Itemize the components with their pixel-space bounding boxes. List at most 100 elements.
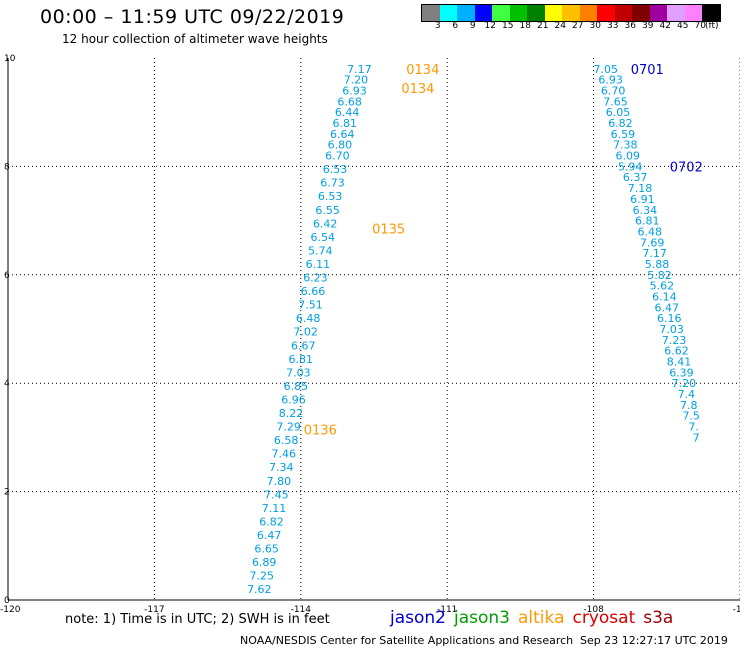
color-scale-labels: 3 6 9 12 15 18 21 24 27 30 33 36 39 42 45 70 — [421, 21, 709, 35]
legend-item-altika: altika — [518, 608, 565, 628]
scale-swatch — [684, 5, 702, 21]
wave-height-value: 6.37 — [623, 171, 648, 184]
wave-height-value: 6.42 — [313, 217, 338, 230]
wave-height-value: 6.81 — [332, 117, 357, 130]
x-tick-label: -108 — [583, 605, 604, 615]
wave-height-value: 6.11 — [306, 258, 331, 271]
wave-height-value: 7.46 — [271, 448, 296, 461]
wave-height-value: 5.88 — [645, 258, 670, 271]
pass-number-label: 0702 — [670, 160, 703, 175]
pass-number-label: 0134 — [401, 82, 434, 97]
wave-height-value: 8.22 — [279, 407, 304, 420]
wave-height-value: 7. — [688, 421, 699, 434]
legend-item-jason3: jason3 — [454, 608, 510, 628]
wave-height-value: 7.62 — [247, 583, 272, 596]
footer-timestamp: Sep 23 12:27:17 UTC 2019 — [580, 634, 728, 647]
wave-height-value: 7.8 — [680, 399, 698, 412]
wave-height-value: 6.91 — [630, 193, 655, 206]
scale-swatch — [439, 5, 457, 21]
legend-item-jason2: jason2 — [390, 608, 446, 628]
scale-label: 15 — [502, 21, 514, 31]
scale-label: 24 — [554, 21, 566, 31]
wave-height-value: 6.73 — [320, 177, 345, 190]
y-tick-label: 0 — [4, 596, 10, 606]
wave-height-value: 5.82 — [647, 269, 672, 282]
x-tick-label: -120 — [0, 605, 21, 615]
legend-item-cryosat: cryosat — [572, 608, 636, 628]
scale-label: 42 — [659, 21, 671, 31]
x-tick-label: -10 — [733, 605, 740, 615]
color-scale-unit: (ft) — [705, 21, 719, 31]
wave-height-value: 6.53 — [323, 163, 348, 176]
scale-swatch — [422, 5, 440, 21]
y-tick-label: 2 — [4, 488, 10, 498]
scale-swatch — [457, 5, 475, 21]
wave-height-value: 7.34 — [269, 461, 294, 474]
scale-swatch — [597, 5, 615, 21]
wave-height-value: 6.14 — [652, 290, 677, 303]
scale-swatch — [474, 5, 492, 21]
wave-height-value: 6.85 — [284, 380, 309, 393]
wave-height-value: 5.94 — [618, 160, 643, 173]
wave-height-value: 6.48 — [296, 312, 321, 325]
scale-swatch — [667, 5, 685, 21]
wave-height-value: 6.66 — [301, 285, 326, 298]
wave-height-value: 6.44 — [335, 106, 360, 119]
scale-swatch — [562, 5, 580, 21]
wave-height-value: 7.05 — [594, 63, 619, 76]
wave-height-value: 6.53 — [318, 190, 343, 203]
wave-height-value: 6.64 — [330, 128, 355, 141]
wave-height-value: 7 — [693, 431, 700, 444]
wave-height-value: 6.59 — [611, 128, 636, 141]
wave-height-value: 6.93 — [598, 74, 623, 87]
wave-height-value: 6.82 — [608, 117, 633, 130]
y-tick-label: 10 — [4, 54, 16, 64]
scale-label: 9 — [469, 21, 476, 31]
wave-height-value: 7.5 — [682, 410, 700, 423]
wave-height-value: 6.34 — [633, 204, 658, 217]
wave-height-value: 6.47 — [257, 529, 282, 542]
pass-number-label: 0136 — [304, 423, 337, 438]
scale-swatch — [614, 5, 632, 21]
y-tick-label: 4 — [4, 379, 10, 389]
scale-label: 3 — [434, 21, 441, 31]
pass-number-label: 0135 — [372, 223, 405, 238]
scale-label: 39 — [642, 21, 654, 31]
footer-note: note: 1) Time is in UTC; 2) SWH is in fe… — [65, 612, 330, 627]
scale-label: 33 — [607, 21, 619, 31]
scale-swatch — [649, 5, 667, 21]
wave-height-value: 7.4 — [678, 388, 696, 401]
x-tick-label: -117 — [144, 605, 164, 615]
wave-height-value: 7.51 — [298, 299, 323, 312]
y-tick-label: 8 — [4, 162, 10, 172]
wave-height-value: 6.80 — [328, 139, 353, 152]
y-tick-label: 6 — [4, 271, 10, 281]
scale-swatch — [702, 5, 720, 21]
wave-height-value: 5.74 — [308, 244, 333, 257]
wave-height-value: 7.25 — [250, 570, 275, 583]
wave-height-value: 7.20 — [344, 74, 369, 87]
wave-height-value: 7.03 — [286, 366, 311, 379]
pass-number-label: 0701 — [631, 63, 664, 78]
wave-height-value: 7.02 — [293, 326, 318, 339]
satellite-legend: jason2 jason3 altika cryosat s3a — [390, 608, 681, 628]
wave-height-value: 7.17 — [642, 247, 667, 260]
wave-height-value: 6.05 — [606, 106, 631, 119]
wave-height-value: 6.65 — [254, 543, 279, 556]
scale-swatch — [579, 5, 597, 21]
scale-swatch — [509, 5, 527, 21]
wave-height-value: 7.80 — [267, 475, 292, 488]
wave-height-value: 6.54 — [311, 231, 336, 244]
x-tick-label: -114 — [291, 605, 312, 615]
wave-height-value: 6.81 — [635, 215, 660, 228]
wave-height-value: 6.67 — [291, 339, 316, 352]
wave-height-value: 6.81 — [289, 353, 314, 366]
wave-height-value: 6.58 — [274, 434, 299, 447]
wave-height-value: 6.96 — [281, 393, 306, 406]
wave-height-value: 6.48 — [637, 225, 662, 238]
wave-height-value: 6.09 — [616, 150, 641, 163]
wave-height-value: 7.17 — [347, 63, 372, 76]
scale-label: 21 — [537, 21, 549, 31]
wave-height-value: 6.68 — [337, 95, 362, 108]
